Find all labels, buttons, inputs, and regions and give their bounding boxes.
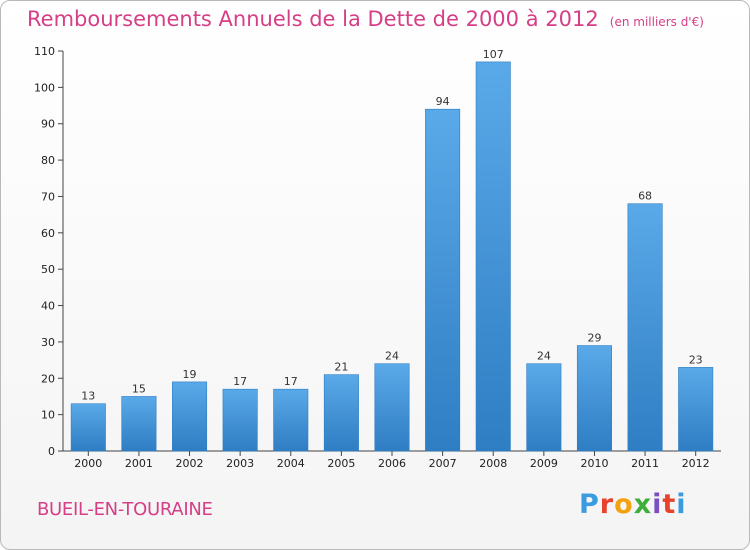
bars [70, 61, 714, 452]
x-tick-label: 2004 [277, 457, 305, 470]
y-tick-label: 80 [41, 154, 55, 167]
y-tick-label: 50 [41, 263, 55, 276]
logo-letter: i [652, 489, 663, 520]
x-tick-label: 2007 [429, 457, 457, 470]
x-tick-label: 2001 [125, 457, 153, 470]
bar [121, 396, 157, 452]
logo-letter: o [614, 489, 634, 520]
value-labels: 13 15 19 17 17 21 24 94 107 24 29 68 23 [81, 48, 702, 403]
y-tick-label: 70 [41, 190, 55, 203]
bar [678, 367, 714, 452]
x-tick-label: 2008 [479, 457, 507, 470]
y-axis: 0 10 20 30 40 50 60 70 80 90 100 110 [34, 45, 64, 458]
x-tick-label: 2000 [74, 457, 102, 470]
value-label: 21 [334, 361, 348, 374]
x-tick-label: 2002 [176, 457, 204, 470]
value-label: 107 [483, 48, 504, 61]
chart-unit: (en milliers d'€) [609, 15, 704, 29]
logo-letter: t [662, 489, 677, 520]
value-label: 19 [183, 368, 197, 381]
x-tick-label: 2012 [682, 457, 710, 470]
logo-letter: r [599, 489, 615, 520]
value-label: 68 [638, 190, 652, 203]
x-tick-label: 2005 [327, 457, 355, 470]
y-tick-label: 100 [34, 81, 55, 94]
bar [425, 108, 461, 452]
bar [374, 363, 410, 452]
chart-title: Remboursements Annuels de la Dette de 20… [27, 7, 599, 31]
value-label: 17 [233, 375, 247, 388]
bar [273, 388, 309, 452]
logo-letter: x [633, 489, 653, 520]
y-tick-label: 10 [41, 409, 55, 422]
chart-title-block: Remboursements Annuels de la Dette de 20… [27, 7, 704, 31]
bar [475, 61, 511, 452]
y-tick-label: 110 [34, 45, 55, 58]
value-label: 29 [587, 332, 601, 345]
value-label: 24 [385, 350, 399, 363]
value-label: 94 [436, 95, 450, 108]
bar [323, 374, 359, 452]
y-tick-label: 90 [41, 118, 55, 131]
value-label: 23 [689, 353, 703, 366]
value-label: 15 [132, 382, 146, 395]
y-tick-label: 20 [41, 372, 55, 385]
logo-letter: P [579, 489, 600, 520]
x-tick-label: 2011 [631, 457, 659, 470]
bar [70, 403, 106, 452]
bar [172, 381, 208, 452]
x-tick-label: 2009 [530, 457, 558, 470]
x-tick-label: 2010 [580, 457, 608, 470]
value-label: 24 [537, 350, 551, 363]
commune-name: BUEIL-EN-TOURAINE [37, 499, 213, 520]
logo-letter: i [676, 489, 687, 520]
x-tick-label: 2006 [378, 457, 406, 470]
x-tick-label: 2003 [226, 457, 254, 470]
bar [627, 203, 663, 452]
proxiti-logo[interactable]: Proxiti [579, 489, 687, 520]
value-label: 13 [81, 390, 95, 403]
y-tick-label: 30 [41, 336, 55, 349]
bar [576, 345, 612, 452]
y-tick-label: 60 [41, 227, 55, 240]
value-label: 17 [284, 375, 298, 388]
y-tick-label: 0 [48, 445, 55, 458]
y-tick-label: 40 [41, 300, 55, 313]
x-axis: 2000 2001 2002 2003 2004 2005 2006 2007 2008 2009… [63, 450, 721, 470]
bar [222, 388, 258, 452]
bar [526, 363, 562, 452]
